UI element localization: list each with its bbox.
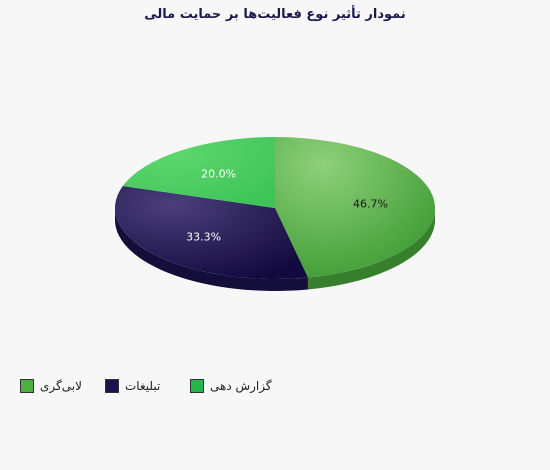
legend-label: تبلیغات [125, 379, 161, 393]
data-label: 20.0% [201, 168, 236, 181]
legend-swatch [190, 379, 204, 393]
legend-swatch [20, 379, 34, 393]
legend-swatch [105, 379, 119, 393]
data-label: 33.3% [186, 230, 221, 243]
legend-label: لابی‌گری [40, 379, 82, 393]
legend-item-lobbying: لابی‌گری [20, 376, 82, 396]
legend-item-reporting: گزارش دهی [190, 376, 272, 396]
legend-item-advertising: تبلیغات [105, 376, 160, 396]
pie-slice-reporting[interactable] [122, 137, 275, 208]
data-label: 46.7% [353, 198, 388, 211]
legend-label: گزارش دهی [210, 379, 272, 393]
pie-slice-advertising[interactable] [114, 186, 308, 279]
pie-slice-advertising-side [115, 208, 308, 291]
pie-slice-lobbying[interactable] [275, 137, 435, 278]
chart-title: نمودار تأثیر نوع فعالیت‌ها بر حمایت مالی [144, 7, 406, 22]
pie-slice-lobbying-side [307, 208, 435, 290]
